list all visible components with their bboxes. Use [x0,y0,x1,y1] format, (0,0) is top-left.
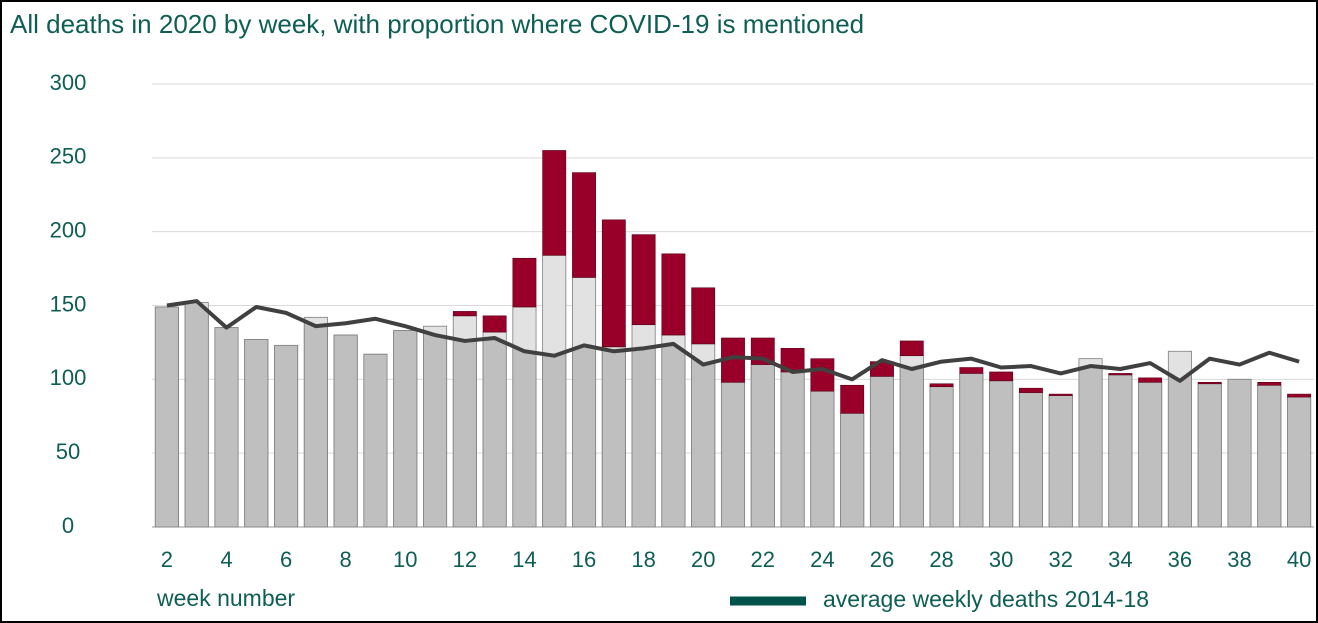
bar-shade [1048,395,1073,527]
bar-shade [482,331,507,527]
y-tick-label: 0 [62,513,74,538]
bar-covid [601,219,626,348]
average-line [166,299,1300,383]
bar-covid [1257,381,1282,386]
bar-covid [1019,387,1043,393]
bar-shade [869,375,894,527]
x-tick-label: 26 [870,547,894,572]
x-tick-label: 4 [220,547,232,572]
bar-shade [720,381,746,527]
bar-shade [1018,392,1043,527]
bar-shade [542,301,567,527]
x-tick-label: 38 [1227,547,1251,572]
bar-shade [333,334,358,527]
bar-shade [899,355,924,527]
x-tick-label: 28 [929,547,953,572]
bar-shade [1287,396,1312,527]
bar-shade [572,301,597,527]
x-tick-label: 30 [989,547,1013,572]
x-tick-label: 20 [691,547,715,572]
bar-shade [1078,358,1103,527]
bar-covid [542,150,567,256]
x-tick-label: 8 [340,547,352,572]
x-axis-label: week number [156,585,295,611]
bar-covid [989,371,1014,382]
bar-shade [780,371,805,527]
chart-title: All deaths in 2020 by week, with proport… [10,9,864,39]
y-tick-label: 150 [50,291,87,316]
bar-covid [1108,373,1133,376]
x-tick-label: 40 [1287,547,1311,572]
bar-shade [661,334,686,527]
bar-covid [959,367,984,374]
bar-covid [661,253,686,336]
bar-covid [452,311,477,317]
bar-shade [631,324,656,527]
bar-shade [601,346,626,527]
bar-shade [423,325,448,527]
x-tick-label: 24 [810,547,834,572]
y-tick-label: 250 [50,144,87,169]
x-tick-label: 10 [393,547,417,572]
x-tick-label: 6 [280,547,292,572]
bar-shade [244,339,269,527]
bar-covid [840,384,865,414]
y-tick-label: 100 [50,365,87,390]
y-tick-label: 200 [50,217,87,242]
bar-shade [989,380,1014,527]
bar-covid [631,234,656,325]
x-tick-label: 18 [631,547,655,572]
bar-shade [929,386,954,527]
bar-covid [1048,393,1073,396]
bar-shade [274,344,299,527]
bar-covid [899,340,924,357]
bar-shade [363,353,388,527]
bar-shade [959,373,984,527]
bar-shade [154,306,179,527]
bar-covid [1138,377,1163,383]
bar-shade [1138,381,1163,527]
x-tick-label: 14 [512,547,536,572]
bar-shade [810,390,835,527]
bar-shade [1197,383,1222,527]
bar-shade [214,327,239,527]
bar-shade [750,364,775,527]
bar-shade [184,302,209,527]
x-tick-label: 34 [1108,547,1132,572]
bar-covid [572,172,596,278]
bar-shade [1257,384,1282,527]
bar-shade [303,316,328,527]
x-tick-label: 22 [751,547,775,572]
y-tick-label: 50 [56,439,80,464]
legend-label: average weekly deaths 2014-18 [823,586,1149,612]
bar-shade [393,330,418,527]
y-tick-label: 300 [50,70,87,95]
bar-covid [1197,381,1222,385]
bar-covid [810,358,835,392]
bar-covid [691,287,716,345]
bar-covid [482,315,507,333]
bar-shade [452,315,477,527]
bar-shade [1108,374,1133,527]
x-tick-label: 32 [1049,547,1073,572]
x-tick-label: 12 [453,547,477,572]
bar-shade [840,412,865,527]
bar-covid [929,383,954,388]
bar-covid [1287,393,1312,398]
bar-covid [512,257,537,308]
x-tick-label: 36 [1168,547,1192,572]
bar-shade [691,343,716,527]
bar-shade [1227,378,1252,527]
x-tick-label: 16 [572,547,596,572]
x-tick-label: 2 [161,547,173,572]
